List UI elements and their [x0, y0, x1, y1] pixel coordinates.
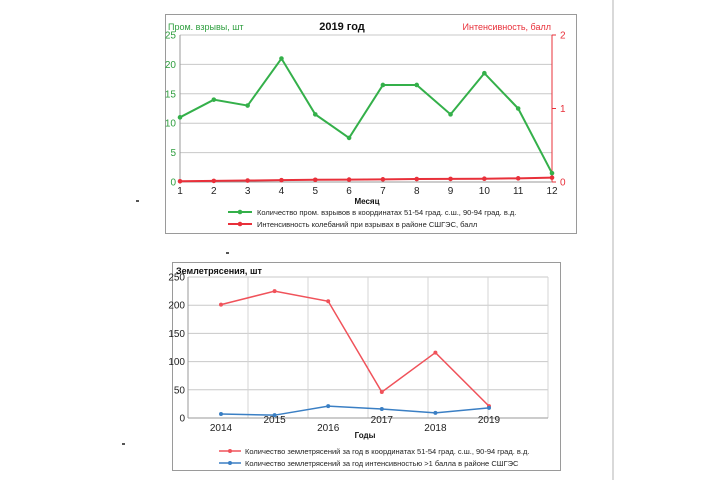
x-axis-title: Месяц — [354, 197, 379, 206]
series-line-1 — [179, 56, 553, 174]
data-point — [245, 178, 250, 183]
legend-marker-2 — [228, 461, 232, 465]
y-left-tick-label: 10 — [165, 119, 177, 130]
data-point — [219, 302, 223, 307]
data-point — [272, 413, 277, 418]
series-line-2 — [179, 176, 553, 183]
x-tick-label: 2018 — [424, 423, 447, 434]
data-point — [279, 56, 284, 61]
y-left-tick-label: 5 — [170, 148, 176, 159]
data-point — [211, 97, 217, 102]
data-point — [448, 112, 453, 117]
legend-label-2: Количество землетрясений за год интенсив… — [245, 459, 519, 468]
legend-label-1: Количество пром. взрывов в координатах 5… — [257, 208, 516, 217]
data-point — [487, 405, 491, 410]
explosions-chart: 0 5 10 15 20 25 0 1 2 1 2 3 4 5 6 7 8 9 10 11 12 Пром. взрывы… — [165, 14, 577, 234]
y-left-tick-label: 0 — [170, 178, 176, 189]
y-tick-label: 0 — [179, 414, 185, 425]
data-point — [346, 135, 352, 141]
data-point — [482, 70, 487, 76]
legend-marker-1 — [228, 449, 232, 453]
y-right-tick-label: 1 — [560, 104, 566, 115]
y-left-tick-label: 20 — [165, 60, 177, 71]
data-point — [177, 115, 183, 120]
y-left-tick-label: 25 — [165, 31, 177, 42]
x-tick-label: 4 — [279, 186, 285, 197]
legend-label-1: Количество землетрясений за год в коорди… — [245, 447, 529, 456]
data-point — [379, 390, 384, 395]
chart-title: 2019 год — [319, 21, 365, 33]
data-point — [433, 350, 438, 355]
y-tick-label: 250 — [168, 273, 185, 284]
data-point — [346, 177, 352, 182]
data-point — [414, 176, 420, 182]
y-right-axis-title: Интенсивность, балл — [463, 22, 552, 32]
data-point — [177, 178, 183, 184]
data-point — [549, 170, 555, 176]
data-point — [211, 178, 217, 184]
y-left-axis-title: Пром. взрывы, шт — [168, 22, 244, 32]
x-axis-title: Годы — [355, 431, 376, 440]
scan-speck — [122, 443, 125, 445]
y-tick-label: 150 — [168, 329, 185, 340]
legend-marker-2 — [237, 221, 243, 227]
scan-speck — [136, 200, 139, 202]
data-point — [379, 406, 384, 411]
data-point — [219, 412, 223, 417]
data-point — [312, 112, 318, 117]
data-point — [326, 299, 331, 304]
x-tick-label: 9 — [448, 186, 454, 197]
x-tick-label: 1 — [177, 186, 183, 197]
x-tick-label: 2016 — [317, 423, 340, 434]
data-point — [272, 289, 277, 294]
data-point — [515, 176, 521, 181]
earthquakes-chart-svg: 0 50 100 150 200 250 2014 2015 2016 2017 2018 2019 З… — [168, 266, 549, 468]
x-tick-label: 12 — [546, 186, 558, 197]
y-tick-label: 100 — [168, 357, 185, 368]
x-tick-label: 2015 — [263, 415, 286, 426]
x-tick-label: 5 — [312, 186, 318, 197]
scan-speck — [226, 252, 229, 254]
x-tick-label: 3 — [245, 186, 251, 197]
legend-marker-1 — [237, 209, 243, 215]
y-tick-label: 200 — [168, 301, 185, 312]
page-edge — [612, 0, 614, 480]
series-line-1 — [220, 290, 490, 407]
y-right-tick-label: 0 — [560, 178, 566, 189]
series-line-2 — [220, 405, 490, 416]
x-tick-label: 2019 — [478, 415, 501, 426]
data-point — [549, 175, 555, 180]
x-tick-label: 6 — [346, 186, 352, 197]
x-tick-label: 2014 — [210, 423, 233, 434]
x-tick-label: 7 — [380, 186, 386, 197]
y-tick-label: 50 — [174, 385, 186, 396]
x-tick-label: 2 — [211, 186, 217, 197]
data-point — [326, 404, 331, 409]
chart-title: Землетрясения, шт — [176, 266, 262, 276]
data-point — [433, 410, 438, 415]
data-point — [312, 177, 318, 183]
earthquakes-chart: 0 50 100 150 200 250 2014 2015 2016 2017 2018 2019 З… — [168, 262, 561, 471]
x-tick-label: 2017 — [371, 415, 394, 426]
data-point — [414, 82, 420, 88]
x-tick-label: 11 — [513, 186, 524, 197]
data-point — [279, 177, 284, 183]
x-tick-label: 8 — [414, 186, 420, 197]
legend-label-2: Интенсивность колебаний при взрывах в ра… — [257, 220, 477, 229]
data-point — [380, 177, 386, 182]
x-tick-label: 10 — [479, 186, 491, 197]
data-point — [380, 82, 386, 88]
data-point — [448, 176, 453, 182]
data-point — [482, 176, 487, 181]
data-point — [245, 103, 250, 108]
data-point — [515, 106, 521, 111]
y-left-tick-label: 15 — [165, 89, 177, 100]
y-right-tick-label: 2 — [560, 31, 566, 42]
